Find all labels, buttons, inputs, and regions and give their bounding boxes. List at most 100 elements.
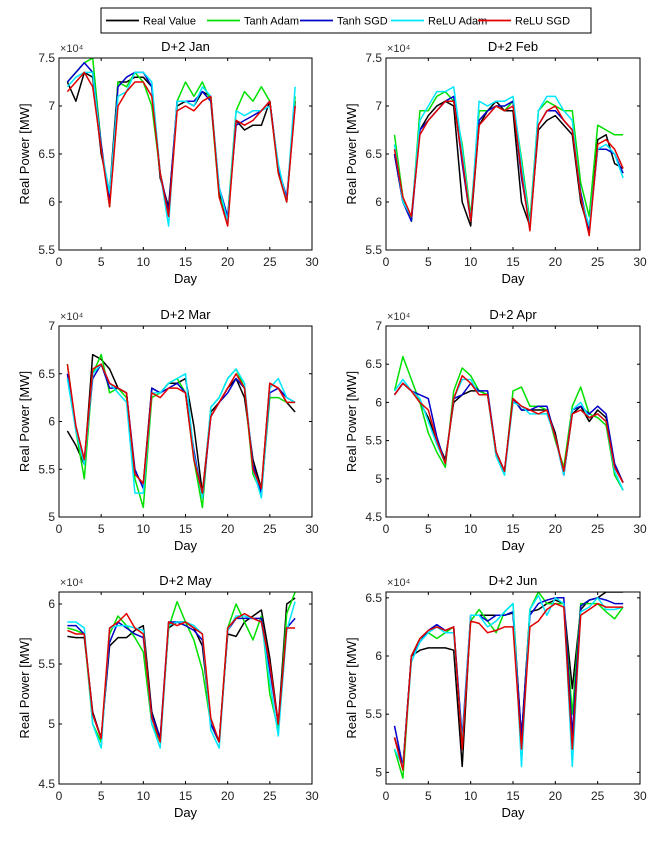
plot-area	[386, 58, 640, 250]
legend-label: Tanh SGD	[337, 16, 388, 28]
y-axis-label: Real Power [MW]	[344, 371, 359, 472]
x-tick-label: 10	[464, 255, 478, 269]
series-line	[393, 90, 624, 222]
series-line	[393, 86, 624, 227]
y-tick-label: 5.5	[365, 243, 382, 257]
chart-panel: 0 5 10 15 20 25 30 4.5 5 5.5 6 6.5 7 D+2 Apr ×10⁴ Day Re…	[344, 307, 647, 553]
x-tick-label: 20	[549, 522, 563, 536]
series-group	[67, 592, 296, 749]
series-line	[393, 374, 624, 483]
y-tick-label: 5	[48, 717, 55, 731]
y-tick-label: 7.5	[38, 51, 55, 65]
x-tick-label: 15	[506, 789, 520, 803]
legend-item: Real Value	[106, 16, 196, 28]
legend-item: ReLU Adam	[391, 16, 487, 28]
series-line	[393, 100, 624, 237]
chart-title: D+2 Jun	[489, 573, 538, 588]
y-tick-label: 7	[375, 319, 382, 333]
x-tick-label: 30	[633, 255, 647, 269]
x-tick-label: 25	[263, 255, 277, 269]
y-tick-label: 5.5	[38, 462, 55, 476]
x-tick-label: 0	[383, 789, 390, 803]
x-tick-label: 10	[137, 789, 151, 803]
y-tick-label: 5	[375, 472, 382, 486]
x-tick-label: 0	[56, 789, 63, 803]
x-tick-label: 5	[98, 522, 105, 536]
y-tick-label: 5.5	[38, 657, 55, 671]
series-group	[66, 58, 296, 227]
series-group	[393, 355, 624, 491]
x-axis-label: Day	[501, 805, 525, 820]
x-axis-label: Day	[174, 805, 198, 820]
y-exponent-label: ×10⁴	[60, 577, 84, 589]
series-group	[393, 86, 624, 237]
x-tick-label: 15	[179, 789, 193, 803]
legend: Real Value Tanh Adam Tanh SGD ReLU Adam ReLU…	[100, 7, 592, 34]
chart-panel: 0 5 10 15 20 25 30 4.5 5 5.5 6 D+2 May ×10⁴ Day Real P…	[17, 573, 319, 820]
x-tick-label: 30	[305, 789, 319, 803]
y-tick-label: 7	[48, 99, 55, 113]
chart-title: D+2 May	[159, 573, 212, 588]
y-tick-label: 5.5	[365, 707, 382, 721]
x-tick-label: 20	[549, 789, 563, 803]
y-axis-label: Real Power [MW]	[344, 103, 359, 204]
y-tick-label: 5.5	[365, 434, 382, 448]
series-line	[393, 594, 624, 768]
x-tick-label: 30	[633, 522, 647, 536]
series-line	[393, 597, 624, 768]
x-tick-label: 15	[179, 255, 193, 269]
series-group	[393, 592, 624, 779]
y-tick-label: 4.5	[365, 510, 382, 524]
legend-item: Tanh SGD	[300, 16, 388, 28]
x-tick-label: 30	[305, 522, 319, 536]
x-tick-label: 5	[425, 522, 432, 536]
x-tick-label: 5	[98, 255, 105, 269]
y-tick-label: 6.5	[365, 147, 382, 161]
x-tick-label: 20	[221, 255, 235, 269]
y-exponent-label: ×10⁴	[60, 311, 84, 323]
y-tick-label: 5	[375, 765, 382, 779]
y-tick-label: 4.5	[38, 777, 55, 791]
x-tick-label: 30	[305, 255, 319, 269]
y-tick-label: 6	[375, 649, 382, 663]
x-tick-label: 0	[383, 255, 390, 269]
x-axis-label: Day	[174, 271, 198, 286]
y-exponent-label: ×10⁴	[387, 311, 411, 323]
y-tick-label: 6	[48, 597, 55, 611]
x-tick-label: 15	[506, 522, 520, 536]
x-tick-label: 20	[549, 255, 563, 269]
y-exponent-label: ×10⁴	[387, 577, 411, 589]
chart-title: D+2 Apr	[489, 307, 537, 322]
series-line	[66, 71, 296, 227]
y-tick-label: 6	[375, 195, 382, 209]
y-tick-label: 6.5	[365, 357, 382, 371]
x-tick-label: 20	[221, 789, 235, 803]
y-axis-label: Real Power [MW]	[17, 371, 32, 472]
x-tick-label: 10	[137, 522, 151, 536]
x-tick-label: 0	[56, 522, 63, 536]
series-group	[66, 353, 296, 509]
legend-item: ReLU SGD	[478, 16, 570, 28]
x-tick-label: 5	[425, 255, 432, 269]
legend-label: Real Value	[143, 16, 196, 28]
legend-label: Tanh Adam	[244, 16, 299, 28]
chart-panel: 0 5 10 15 20 25 30 5.5 6 6.5 7 7.5 D+2 Feb ×10⁴ Day Rea…	[344, 39, 647, 286]
y-tick-label: 6	[375, 395, 382, 409]
series-line	[393, 602, 624, 771]
chart-title: D+2 Feb	[488, 39, 538, 54]
y-tick-label: 6	[48, 415, 55, 429]
x-tick-label: 25	[263, 789, 277, 803]
x-tick-label: 25	[263, 522, 277, 536]
y-tick-label: 6	[48, 195, 55, 209]
y-tick-label: 6.5	[38, 367, 55, 381]
x-tick-label: 10	[464, 789, 478, 803]
y-tick-label: 7.5	[365, 51, 382, 65]
x-tick-label: 5	[98, 789, 105, 803]
legend-item: Tanh Adam	[207, 16, 299, 28]
legend-label: ReLU Adam	[428, 16, 487, 28]
x-tick-label: 30	[633, 789, 647, 803]
y-tick-label: 7	[48, 319, 55, 333]
series-line	[66, 363, 296, 494]
